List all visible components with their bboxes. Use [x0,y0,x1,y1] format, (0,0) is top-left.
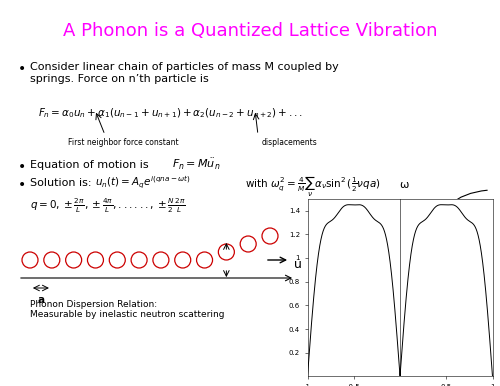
Text: Consider linear chain of particles of mass M coupled by
springs. Force on n’th p: Consider linear chain of particles of ma… [30,62,339,84]
Text: Solution is:: Solution is: [30,178,92,188]
Text: •: • [18,178,26,192]
Text: $F_n = M\ddot{u}_n$: $F_n = M\ddot{u}_n$ [172,157,220,172]
Text: ω: ω [399,180,408,190]
Text: u: u [294,259,302,271]
Text: $u_n(t) = A_q e^{i(qna-\omega t)}$: $u_n(t) = A_q e^{i(qna-\omega t)}$ [95,175,191,191]
Text: •: • [18,62,26,76]
Text: $q = 0, \pm\frac{2\pi}{L}, \pm\frac{4\pi}{L}, ......, \pm\frac{N}{2}\frac{2\pi}{: $q = 0, \pm\frac{2\pi}{L}, \pm\frac{4\pi… [30,197,186,215]
Text: •: • [18,160,26,174]
Text: displacements: displacements [262,138,318,147]
Text: $F_n = \alpha_0 u_n + \alpha_1(u_{n-1}+u_{n+1}) + \alpha_2(u_{n-2}+u_{n+2}) + ..: $F_n = \alpha_0 u_n + \alpha_1(u_{n-1}+u… [38,106,303,120]
Text: Equation of motion is: Equation of motion is [30,160,148,170]
Text: Phonon Dispersion Relation:
Measurable by inelastic neutron scattering: Phonon Dispersion Relation: Measurable b… [30,300,224,319]
Text: with $\omega_q^2 = \frac{4}{M}\sum_\nu \alpha_\nu \sin^2(\frac{1}{2}\nu qa)$: with $\omega_q^2 = \frac{4}{M}\sum_\nu \… [245,175,381,199]
Text: A Phonon is a Quantized Lattice Vibration: A Phonon is a Quantized Lattice Vibratio… [63,22,437,40]
Text: a: a [38,295,44,305]
Text: First neighbor force constant: First neighbor force constant [68,138,178,147]
